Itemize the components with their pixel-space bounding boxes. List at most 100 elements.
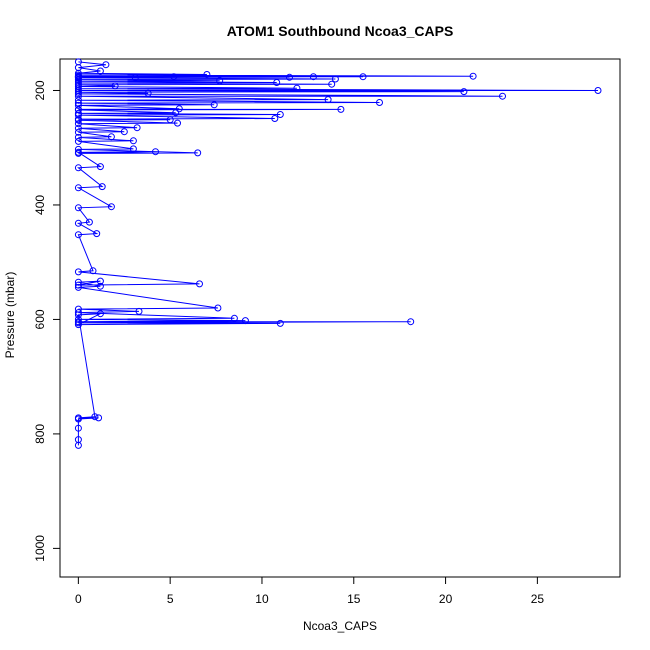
data-point bbox=[276, 319, 284, 327]
x-tick-label: 10 bbox=[255, 592, 269, 606]
data-point bbox=[74, 424, 82, 432]
data-point bbox=[331, 75, 339, 83]
data-point bbox=[174, 119, 181, 127]
x-tick-label: 20 bbox=[439, 592, 453, 606]
data-point bbox=[74, 106, 82, 114]
data-point bbox=[166, 116, 174, 124]
y-tick-label: 600 bbox=[33, 309, 47, 329]
data-point bbox=[74, 120, 82, 128]
data-point bbox=[74, 148, 82, 156]
x-axis-label: Ncoa3_CAPS bbox=[303, 619, 377, 633]
data-point bbox=[74, 315, 82, 323]
data-point bbox=[337, 105, 345, 113]
data-point bbox=[74, 111, 82, 119]
data-point bbox=[216, 77, 224, 85]
data-point bbox=[74, 441, 82, 449]
data-point bbox=[74, 128, 82, 136]
data-point bbox=[273, 79, 281, 86]
data-point bbox=[469, 72, 477, 80]
data-point bbox=[286, 73, 293, 81]
x-tick-label: 25 bbox=[531, 592, 545, 606]
data-point bbox=[135, 307, 143, 315]
data-point bbox=[74, 96, 82, 104]
data-point bbox=[96, 282, 104, 290]
data-point bbox=[172, 109, 180, 117]
data-point bbox=[74, 283, 82, 291]
y-tick-label: 200 bbox=[33, 80, 47, 100]
data-point bbox=[376, 99, 383, 106]
series-line bbox=[76, 61, 599, 446]
data-point bbox=[309, 73, 317, 81]
data-point bbox=[131, 74, 139, 82]
data-point bbox=[74, 309, 82, 317]
data-point bbox=[93, 230, 101, 238]
x-axis: 0 5 10 15 20 25 bbox=[75, 576, 545, 606]
data-point bbox=[74, 281, 82, 289]
data-point bbox=[241, 317, 249, 325]
data-point bbox=[74, 321, 82, 329]
data-point bbox=[74, 116, 82, 124]
data-point bbox=[96, 310, 104, 318]
data-point bbox=[95, 414, 103, 422]
data-point bbox=[194, 149, 202, 157]
data-point bbox=[210, 101, 218, 109]
data-point bbox=[460, 88, 468, 96]
data-point bbox=[74, 184, 82, 192]
y-axis: 200 400 600 800 1000 bbox=[33, 80, 61, 562]
data-point bbox=[129, 145, 137, 153]
data-point bbox=[74, 415, 82, 423]
data-point bbox=[74, 204, 82, 212]
data-point bbox=[91, 413, 99, 421]
data-point bbox=[74, 133, 82, 141]
data-point bbox=[214, 304, 222, 312]
data-point bbox=[175, 105, 183, 113]
data-point bbox=[89, 267, 97, 275]
data-point bbox=[170, 73, 178, 81]
data-point bbox=[74, 311, 82, 319]
data-point bbox=[74, 164, 82, 172]
data-point bbox=[74, 92, 82, 100]
data-point bbox=[359, 73, 367, 81]
data-point bbox=[111, 82, 119, 90]
y-axis-label: Pressure (mbar) bbox=[3, 272, 17, 359]
y-tick-label: 1000 bbox=[33, 535, 47, 562]
chart-title: ATOM1 Southbound Ncoa3_CAPS bbox=[227, 23, 454, 39]
data-point bbox=[196, 280, 203, 288]
data-point bbox=[74, 278, 82, 286]
data-point bbox=[120, 128, 128, 136]
data-point bbox=[96, 277, 104, 285]
data-point bbox=[74, 124, 82, 132]
data-point bbox=[144, 89, 152, 97]
data-point bbox=[74, 101, 82, 109]
plot-frame bbox=[59, 58, 621, 578]
data-point bbox=[152, 148, 159, 156]
data-point bbox=[85, 218, 93, 226]
data-point bbox=[74, 145, 82, 153]
data-point bbox=[102, 61, 110, 69]
data-point bbox=[324, 96, 332, 104]
series-layer bbox=[74, 58, 602, 449]
data-point bbox=[107, 133, 115, 141]
data-point bbox=[293, 84, 301, 92]
x-tick-label: 15 bbox=[347, 592, 361, 606]
data-point bbox=[203, 71, 211, 78]
y-tick-label: 800 bbox=[33, 424, 47, 444]
x-tick-label: 0 bbox=[75, 592, 82, 606]
data-point bbox=[74, 137, 82, 145]
data-point bbox=[129, 137, 137, 145]
data-point bbox=[96, 163, 104, 171]
data-point bbox=[407, 318, 415, 326]
data-point bbox=[74, 219, 82, 227]
data-point bbox=[98, 183, 106, 191]
y-tick-label: 400 bbox=[33, 195, 47, 215]
data-point bbox=[74, 231, 82, 239]
data-point bbox=[96, 67, 104, 75]
x-tick-label: 5 bbox=[167, 592, 174, 606]
data-point bbox=[271, 115, 279, 122]
data-point bbox=[230, 314, 238, 322]
data-point bbox=[276, 111, 284, 118]
data-point bbox=[328, 80, 336, 88]
data-point bbox=[594, 87, 602, 94]
data-point bbox=[107, 203, 115, 211]
